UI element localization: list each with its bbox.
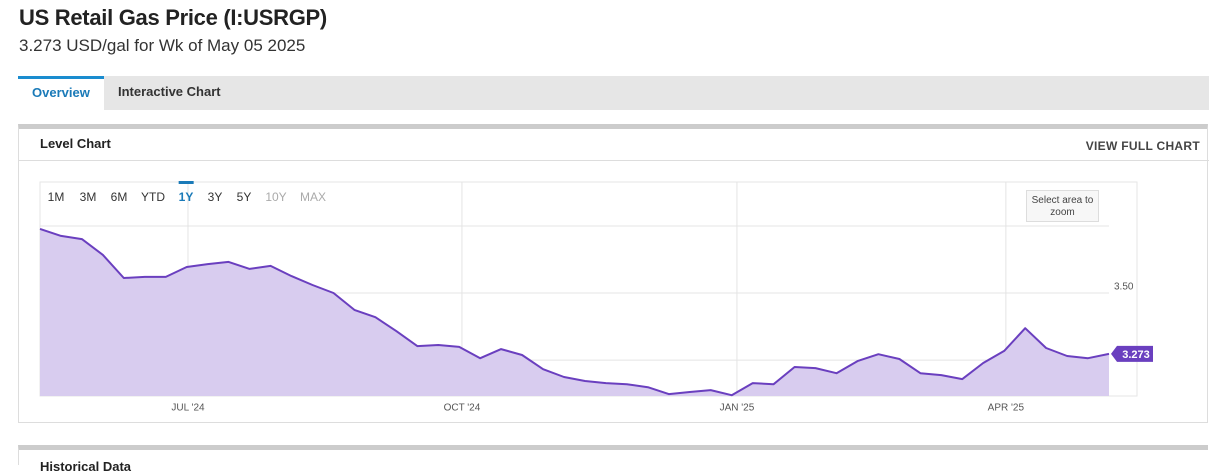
next-panel-title: Historical Data [40, 459, 132, 474]
y-tick-label: 3.50 [1114, 282, 1134, 293]
last-value-label: 3.273 [1122, 349, 1150, 361]
tab-bar: Overview Interactive Chart [18, 76, 1209, 110]
view-full-chart[interactable]: VIEW FULL CHART [1085, 139, 1200, 153]
area [40, 228, 1109, 396]
page-title: US Retail Gas Price (I:USRGP) [19, 5, 327, 30]
x-tick-label: OCT '24 [444, 403, 481, 414]
range-button[interactable]: YTD [141, 190, 165, 204]
page-subtitle: 3.273 USD/gal for Wk of May 05 2025 [19, 36, 306, 55]
range-button[interactable]: 10Y [265, 190, 287, 204]
tab[interactable]: Interactive Chart [118, 84, 221, 99]
range-button[interactable]: 3M [79, 190, 97, 204]
divider [19, 160, 1209, 161]
range-button[interactable]: 5Y [236, 190, 252, 204]
chart: JUL '24 OCT '24 JAN '25 APR '25 3.50 3.273 [39, 181, 1153, 414]
line [39, 227, 1110, 397]
panel-title: Level Chart [40, 136, 111, 151]
last-value-badge [1111, 345, 1153, 362]
range-button[interactable]: 1Y [178, 181, 194, 204]
x-tick-label: JAN '25 [720, 403, 755, 414]
range-button[interactable]: 6M [110, 190, 128, 204]
range-button[interactable]: 3Y [207, 190, 223, 204]
panel [18, 124, 1208, 423]
range-button[interactable]: MAX [299, 190, 327, 204]
range-button[interactable]: 1M [47, 190, 65, 204]
zoom-hint: Select area to zoom [1026, 190, 1099, 222]
x-tick-label: APR '25 [988, 403, 1025, 414]
tab[interactable]: Overview [18, 76, 104, 110]
x-tick-label: JUL '24 [171, 403, 205, 414]
page: {"header":{"title":"US Retail Gas Price … [18, 5, 1209, 474]
